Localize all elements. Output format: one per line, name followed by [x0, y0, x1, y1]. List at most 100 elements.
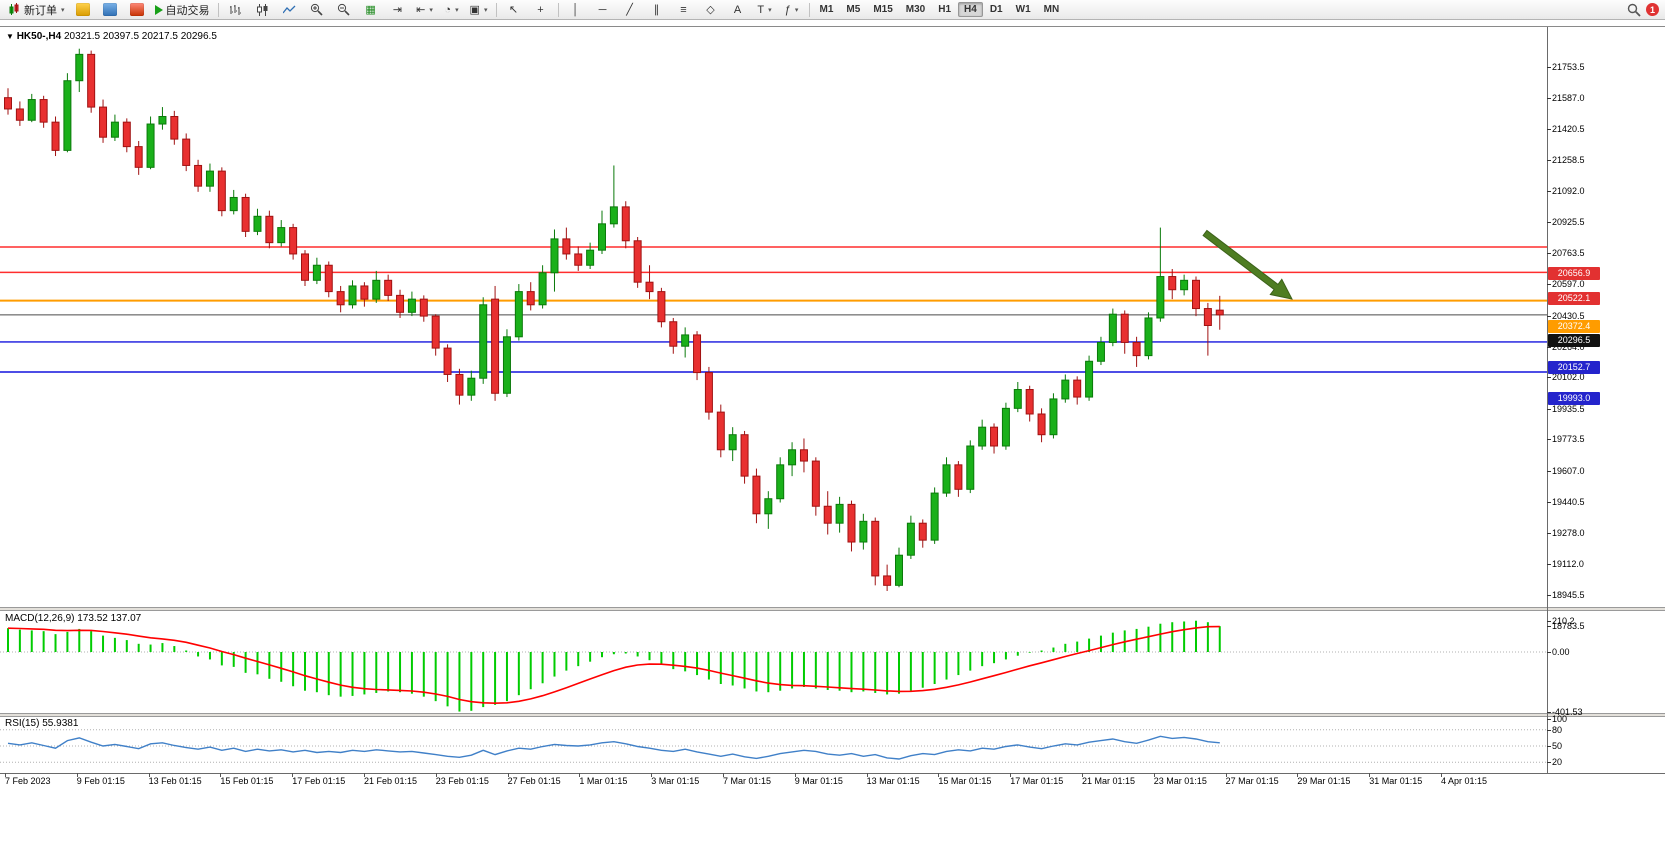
toolbar-separator: [808, 2, 810, 17]
rsi-scale-label: 100: [1552, 714, 1568, 724]
price-tag: 19993.0: [1548, 391, 1600, 405]
date-axis-tick: [1082, 773, 1083, 777]
timeframe-button-m1[interactable]: M1: [819, 4, 834, 15]
price-axis-tick: [1547, 377, 1551, 379]
timeframe-button-h4[interactable]: H4: [958, 2, 983, 17]
chart-shift-button[interactable]: ⇤ ▾: [412, 1, 438, 19]
trendline-tool-button[interactable]: ╱: [617, 1, 643, 19]
date-axis-tick: [507, 773, 509, 777]
price-axis-tick: [1547, 97, 1551, 99]
zoom-in-button[interactable]: [304, 1, 330, 19]
timeframe-button-d1[interactable]: D1: [989, 4, 1003, 15]
shapes-icon: ◇: [706, 3, 715, 16]
vertical-line-tool-button[interactable]: │: [563, 1, 589, 19]
date-axis-label: 15 Feb 01:15: [220, 776, 274, 786]
toolbar-separator: [217, 2, 219, 17]
price-chart-pane[interactable]: [0, 27, 1547, 607]
market-watch-button[interactable]: [124, 1, 150, 19]
timeframe-button-m5[interactable]: M5: [846, 4, 861, 15]
price-axis-tick: [1547, 346, 1551, 348]
date-axis-tick: [5, 773, 6, 777]
timeframe-button-w1[interactable]: W1: [1015, 4, 1031, 15]
macd-axis-tick: [1547, 711, 1551, 713]
price-axis-tick: [1547, 222, 1551, 224]
fibonacci-tool-button[interactable]: ≡: [671, 1, 697, 19]
line-chart-button[interactable]: [277, 1, 303, 19]
tile-windows-button[interactable]: ▦: [358, 1, 384, 19]
date-axis-label: 23 Mar 01:15: [1153, 776, 1207, 786]
dropdown-caret-icon: ▾: [768, 6, 772, 14]
channel-tool-button[interactable]: ∥: [644, 1, 670, 19]
price-axis-label: 20925.5: [1552, 217, 1585, 228]
timeframe-button-mn[interactable]: MN: [1043, 4, 1060, 15]
macd-histogram-layer: [7, 620, 1221, 712]
shapes-tool-button[interactable]: ◇: [698, 1, 724, 19]
date-axis-tick: [1225, 773, 1227, 777]
label-tool-button[interactable]: T ▾: [752, 1, 778, 19]
date-axis-label: 29 Mar 01:15: [1297, 776, 1351, 786]
rsi-indicator-name: RSI(15): [5, 718, 40, 729]
date-axis-label: 31 Mar 01:15: [1369, 776, 1423, 786]
timeframe-button-h1[interactable]: H1: [938, 4, 952, 15]
pane-splitter[interactable]: [0, 713, 1665, 717]
line-chart-icon: [283, 5, 296, 13]
crosshair-tool-button[interactable]: +: [528, 1, 554, 19]
notification-badge[interactable]: 1: [1646, 3, 1659, 16]
text-tool-button[interactable]: A: [725, 1, 751, 19]
new-order-icon: [9, 3, 19, 15]
date-axis-tick: [723, 773, 724, 777]
templates-button[interactable]: ▣ ▾: [466, 1, 492, 19]
macd-axis-tick: [1547, 620, 1551, 622]
date-axis-tick: [938, 773, 940, 777]
price-axis-tick: [1547, 66, 1551, 68]
profiles-button[interactable]: [97, 1, 123, 19]
price-axis-tick: [1547, 470, 1551, 472]
macd-axis-tick: [1547, 652, 1551, 653]
cursor-tool-button[interactable]: ↖: [501, 1, 527, 19]
new-order-label: 新订单: [24, 4, 57, 17]
date-axis-tick: [1153, 773, 1155, 777]
date-axis-label: 9 Mar 01:15: [794, 776, 843, 786]
timeframe-button-m15[interactable]: M15: [873, 4, 893, 15]
date-axis-border: [0, 773, 1665, 774]
indicators-button[interactable]: ƒ ▾: [779, 1, 805, 19]
pane-splitter[interactable]: [0, 607, 1665, 611]
price-axis-label: 20597.0: [1552, 279, 1585, 290]
date-axis-label: 21 Feb 01:15: [364, 776, 418, 786]
tile-windows-icon: ▦: [365, 3, 376, 16]
price-axis-label: 19773.5: [1552, 434, 1585, 445]
new-chart-button[interactable]: [70, 1, 96, 19]
label-tool-icon: T: [757, 3, 765, 16]
new-order-button[interactable]: 新订单 ▾: [4, 1, 69, 19]
zoom-out-button[interactable]: [331, 1, 357, 19]
price-axis-tick: [1547, 284, 1551, 286]
auto-trading-button[interactable]: 自动交易: [151, 1, 214, 19]
price-axis-tick: [1547, 532, 1551, 534]
price-axis-tick: [1547, 502, 1551, 504]
date-axis-label: 7 Mar 01:15: [723, 776, 772, 786]
timeframe-button-m30[interactable]: M30: [905, 4, 926, 15]
rsi-pane[interactable]: [0, 717, 1547, 773]
price-axis-label: 19278.0: [1552, 527, 1585, 538]
periods-button[interactable]: ◔ ▾: [439, 1, 465, 19]
toolbar-separator: [557, 2, 559, 17]
date-axis-tick: [1010, 773, 1012, 777]
macd-indicator-name: MACD(12,26,9): [5, 613, 75, 624]
bar-chart-button[interactable]: [223, 1, 249, 19]
date-axis-tick: [866, 773, 868, 777]
macd-pane[interactable]: [0, 611, 1547, 713]
rsi-axis-tick: [1547, 762, 1551, 764]
price-axis-label: 20430.5: [1552, 310, 1585, 321]
candlestick-chart-button[interactable]: [250, 1, 276, 19]
dropdown-caret-icon: ▾: [61, 6, 65, 14]
date-axis-tick: [220, 773, 222, 777]
date-axis-label: 21 Mar 01:15: [1082, 776, 1136, 786]
horizontal-line-tool-button[interactable]: ─: [590, 1, 616, 19]
chart-shift-icon: ⇤: [416, 3, 426, 16]
auto-scroll-button[interactable]: ⇥: [385, 1, 411, 19]
zoom-out-icon: [337, 3, 350, 16]
search-icon[interactable]: [1627, 3, 1641, 17]
price-axis-label: 19440.5: [1552, 497, 1585, 508]
price-axis-border: [1547, 27, 1548, 773]
new-chart-icon: [75, 3, 90, 16]
